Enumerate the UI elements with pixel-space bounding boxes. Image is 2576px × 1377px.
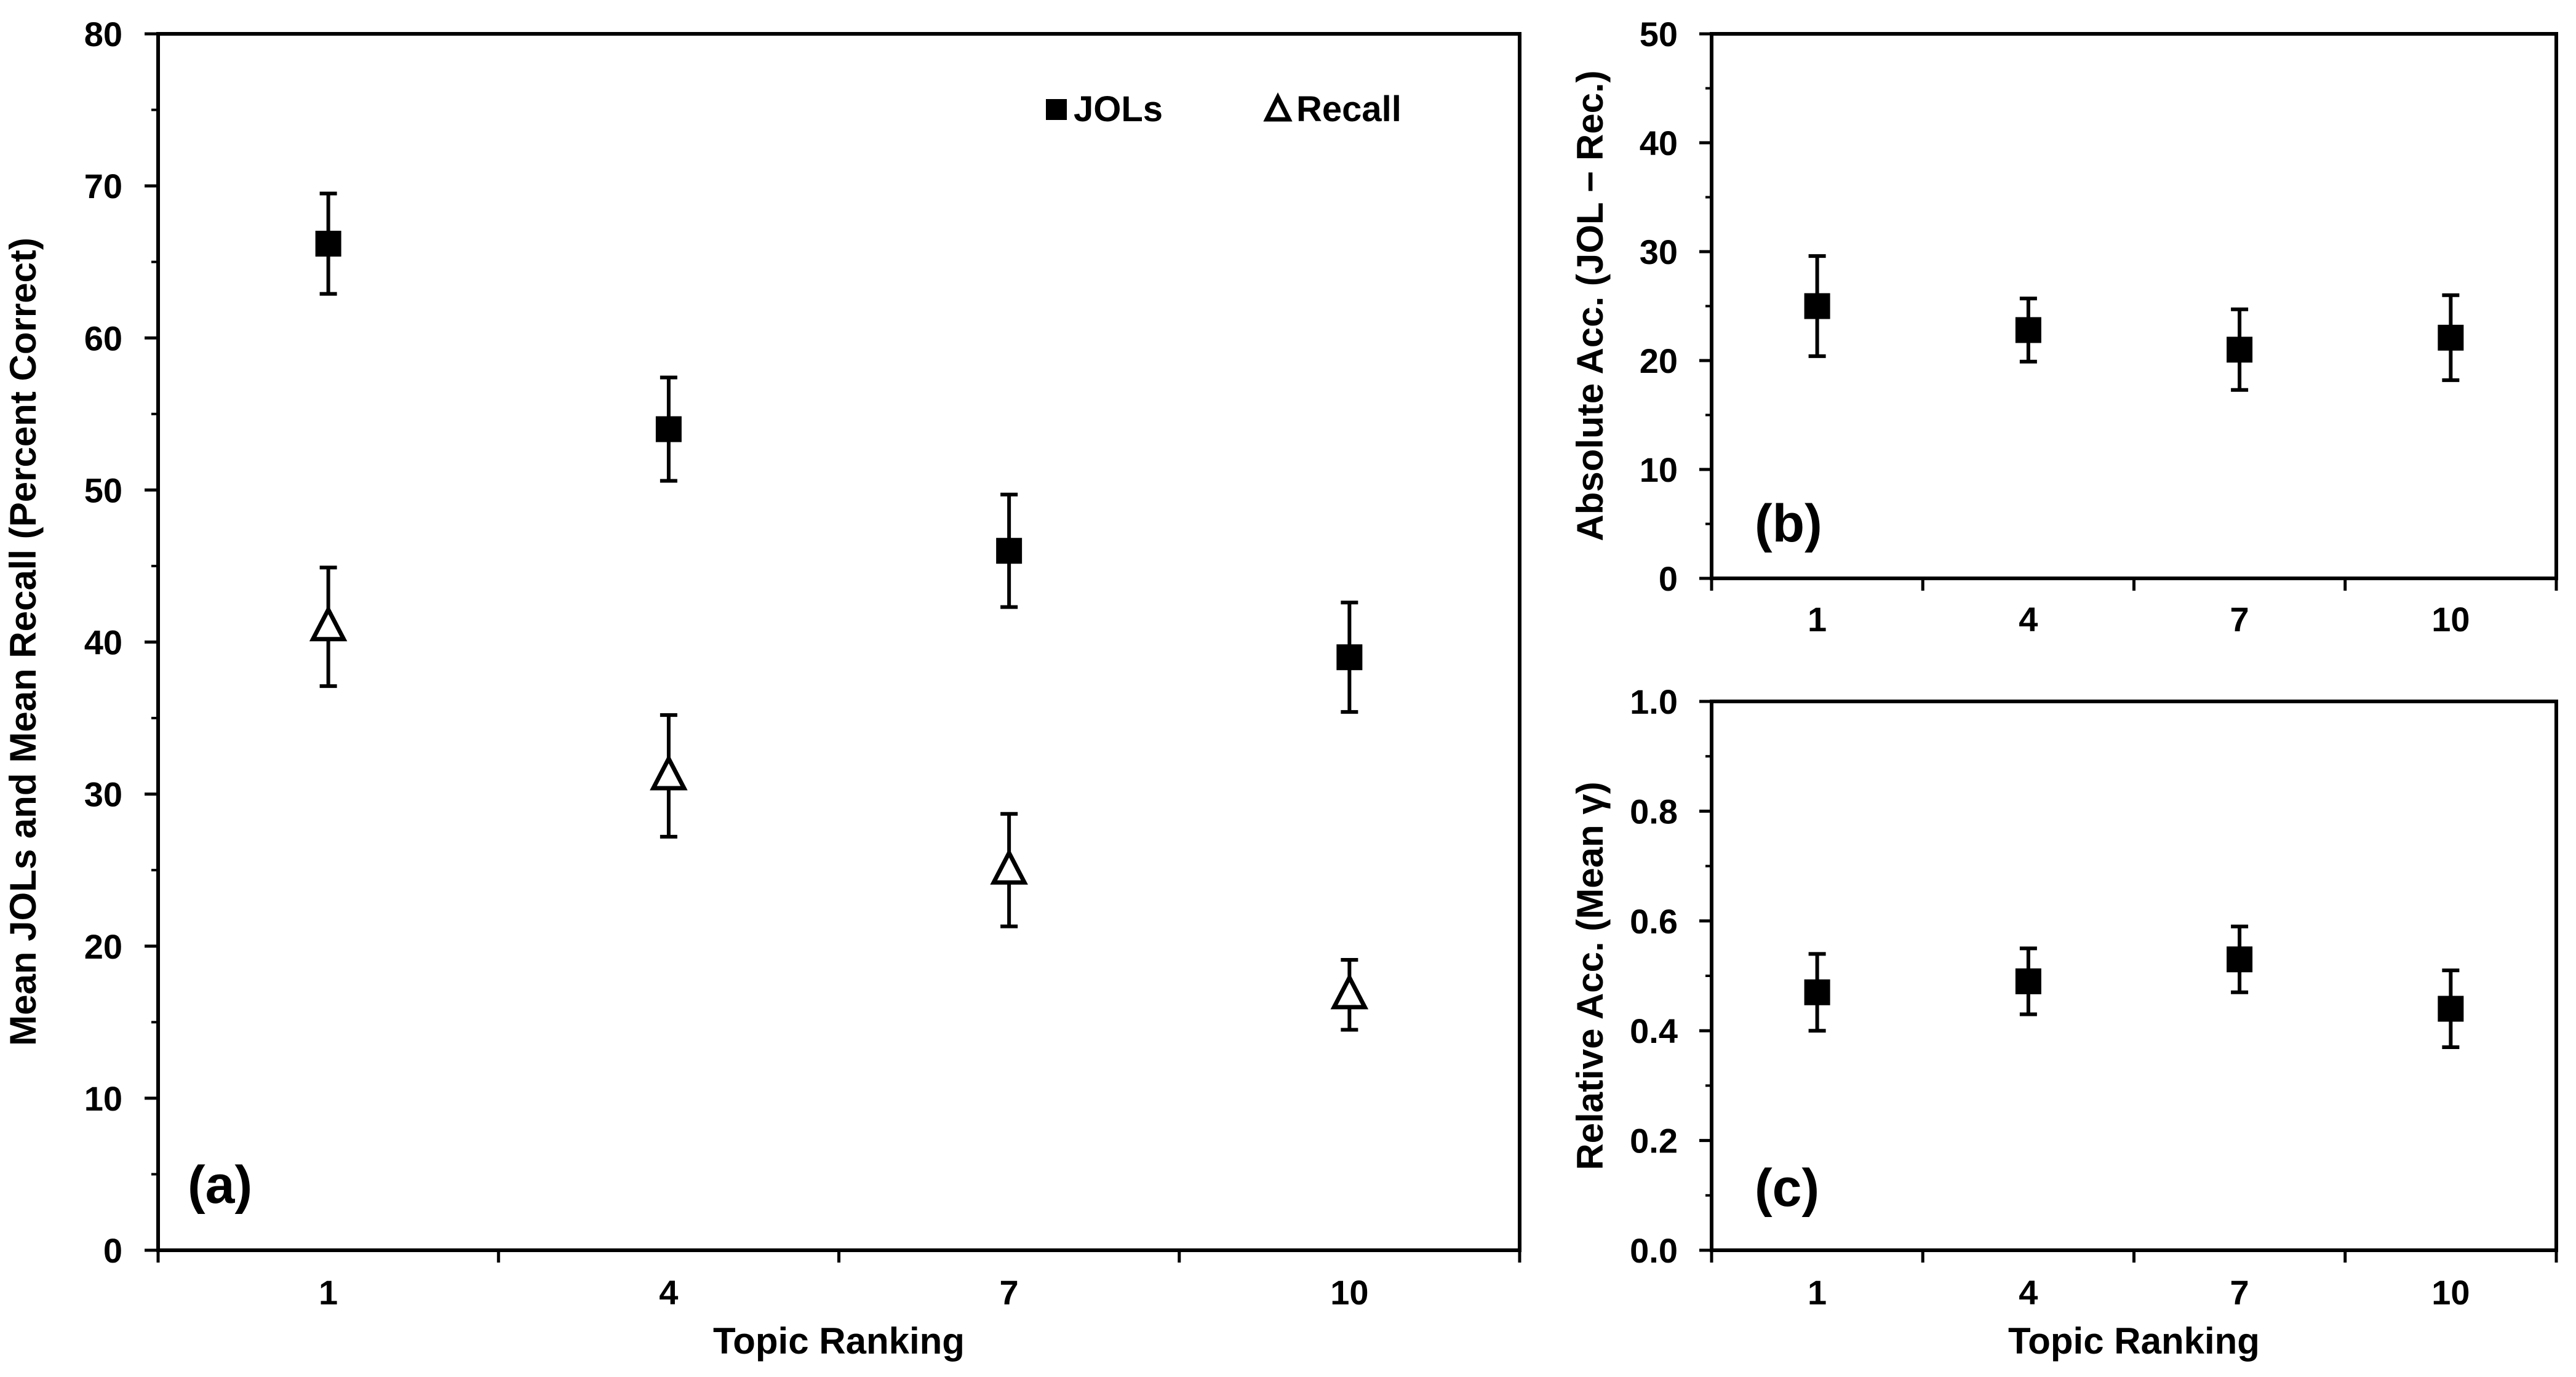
y-tick-label: 20 <box>84 927 122 966</box>
legend-recall-label: Recall <box>1296 89 1402 129</box>
jols-point <box>655 416 682 442</box>
x-tick-label: 1 <box>319 1273 338 1312</box>
x-tick-label: 10 <box>2431 1273 2470 1312</box>
y-axis-title: Mean JOLs and Mean Recall (Percent Corre… <box>2 237 44 1046</box>
x-tick-label: 10 <box>1330 1273 1368 1312</box>
x-tick-label: 7 <box>2230 1273 2249 1312</box>
y-tick-label: 0.4 <box>1630 1012 1678 1050</box>
y-axis-title: Absolute Acc. (JOL − Rec.) <box>1569 70 1611 541</box>
accuracy-point <box>2438 996 2464 1022</box>
y-tick-label: 60 <box>84 319 122 357</box>
x-tick-label: 7 <box>1000 1273 1019 1312</box>
x-tick-label: 4 <box>2019 600 2038 639</box>
y-tick-label: 10 <box>84 1079 122 1118</box>
recall-point <box>990 848 1028 885</box>
y-tick-label: 50 <box>1640 15 1678 54</box>
plot-frame <box>1710 32 2558 580</box>
y-tick-label: 10 <box>1640 450 1678 489</box>
accuracy-point <box>2015 968 2041 994</box>
accuracy-point <box>2227 946 2253 973</box>
panel-label: (c) <box>1755 1159 1819 1218</box>
y-tick-label: 0 <box>103 1231 122 1270</box>
panel-label: (a) <box>188 1155 252 1215</box>
y-tick-label: 40 <box>84 623 122 662</box>
x-tick-label: 1 <box>1808 1273 1827 1312</box>
accuracy-point <box>2438 324 2464 351</box>
y-tick-label: 30 <box>1640 233 1678 271</box>
y-tick-label: 40 <box>1640 124 1678 162</box>
recall-point <box>309 605 348 642</box>
y-axis-title: Relative Acc. (Mean γ) <box>1569 781 1611 1170</box>
x-tick-label: 4 <box>659 1273 678 1312</box>
panel-a: 0 10 20 30 40 50 60 70 80 1 4 7 10 Mean JOLs and Mean… <box>2 15 1521 1362</box>
legend-jols-label: JOLs <box>1074 89 1163 129</box>
x-axis-title: Topic Ranking <box>2008 1320 2260 1362</box>
jols-point <box>996 538 1023 564</box>
recall-point <box>1330 973 1369 1010</box>
x-tick-label: 7 <box>2230 600 2249 639</box>
recall-point <box>650 754 688 791</box>
accuracy-point <box>2015 317 2041 343</box>
y-tick-label: 0.6 <box>1630 902 1678 941</box>
legend-recall-marker <box>1263 92 1293 122</box>
y-tick-label: 1.0 <box>1630 682 1678 721</box>
y-tick-label: 50 <box>84 471 122 509</box>
accuracy-point <box>1804 293 1830 319</box>
y-tick-label: 0.8 <box>1630 792 1678 831</box>
y-tick-label: 0.0 <box>1630 1231 1678 1270</box>
accuracy-point <box>2227 337 2253 363</box>
legend: JOLs Recall <box>1046 89 1402 129</box>
panel-b: 0 10 20 30 40 50 1 4 7 10 Absolute Acc. (JOL − Rec… <box>1569 15 2558 639</box>
accuracy-point <box>1804 979 1830 1005</box>
plot-frame <box>156 32 1521 1252</box>
panel-label: (b) <box>1755 494 1822 553</box>
x-tick-label: 4 <box>2019 1273 2038 1312</box>
y-tick-label: 70 <box>84 167 122 206</box>
jols-point <box>315 231 341 257</box>
y-tick-label: 0 <box>1659 559 1678 598</box>
y-tick-label: 20 <box>1640 341 1678 380</box>
x-tick-label: 10 <box>2431 600 2470 639</box>
y-tick-label: 0.2 <box>1630 1122 1678 1160</box>
legend-jols-marker <box>1046 99 1067 120</box>
y-tick-label: 80 <box>84 15 122 54</box>
x-tick-label: 1 <box>1808 600 1827 639</box>
jols-point <box>1336 644 1363 671</box>
panel-c: 0.0 0.2 0.4 0.6 0.8 1.0 1 4 7 10 Relative Acc. (Me… <box>1569 682 2558 1362</box>
x-axis-title: Topic Ranking <box>713 1320 965 1362</box>
y-tick-label: 30 <box>84 775 122 814</box>
plot-frame <box>1710 700 2558 1252</box>
